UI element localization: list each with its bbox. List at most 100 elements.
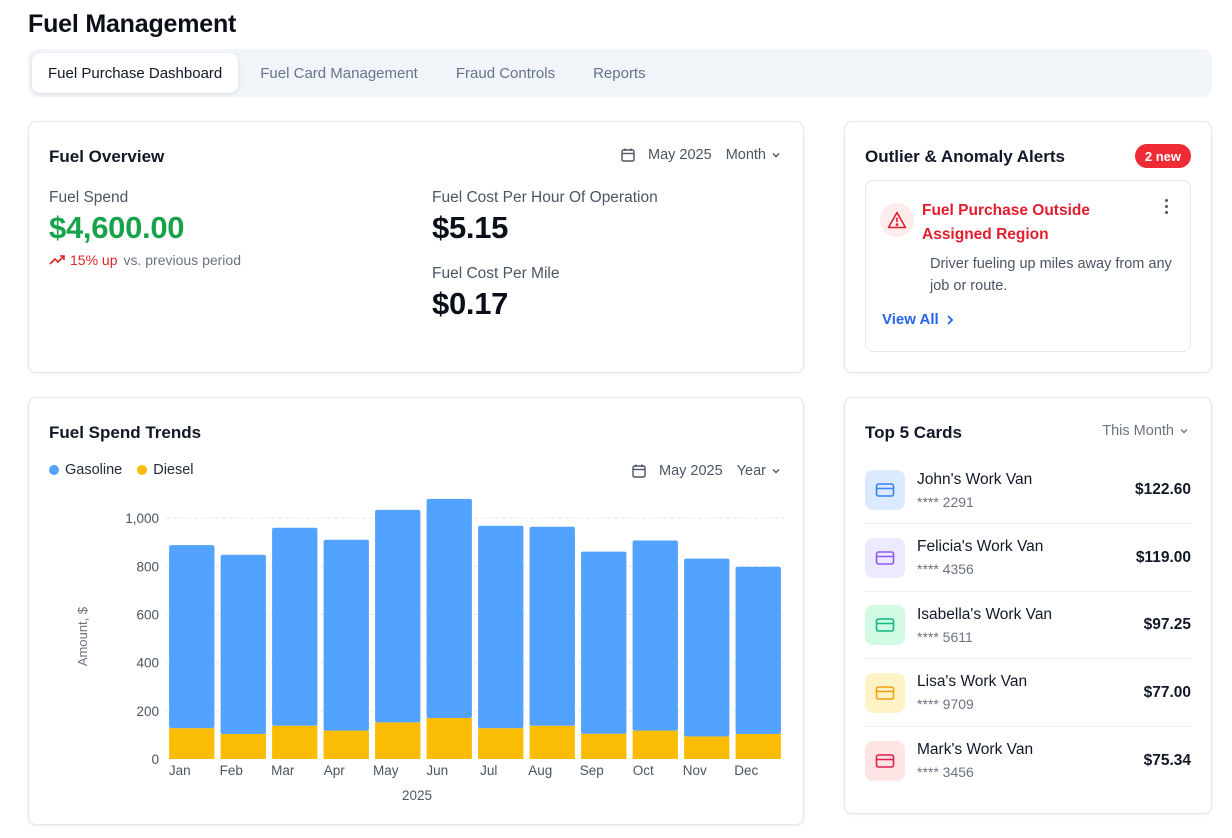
chevron-down-icon [772, 469, 780, 474]
y-tick-label: 400 [136, 656, 159, 671]
card-amount: $77.00 [1143, 683, 1191, 701]
bar-gasoline-jul [478, 525, 524, 729]
x-tick-label: Sep [580, 763, 604, 778]
trends-period-label: Year [736, 463, 766, 479]
card-name: Lisa's Work Van [917, 673, 1028, 690]
calendar-icon [631, 463, 647, 479]
overview-period-label: Month [725, 147, 766, 163]
card-meta: Lisa's Work Van **** 9709 [917, 672, 1144, 713]
card-row[interactable]: John's Work Van **** 2291 $122.60 [865, 457, 1191, 524]
tab-fraud-controls[interactable]: Fraud Controls [455, 64, 556, 82]
legend-item-gasoline[interactable]: Gasoline [49, 462, 122, 478]
x-tick-label: Mar [271, 763, 295, 778]
legend-label-gasoline: Gasoline [65, 462, 123, 478]
trends-date-selector[interactable]: May 2025 Year [631, 463, 781, 479]
card-row[interactable]: Lisa's Work Van **** 9709 $77.00 [865, 660, 1191, 727]
bar-gasoline-jun [426, 498, 472, 719]
legend-item-diesel[interactable]: Diesel [137, 462, 194, 478]
card-amount: $119.00 [1135, 548, 1191, 566]
x-tick-label: May [373, 763, 399, 778]
bar-gasoline-sep [581, 551, 627, 734]
cost-per-hour-value: $5.15 [432, 210, 509, 245]
x-tick-label: Jul [480, 763, 497, 778]
new-alerts-badge: 2 new [1134, 144, 1191, 168]
alerts-card: Outlier & Anomaly Alerts 2 new Fuel Purc… [844, 121, 1212, 373]
chevron-right-icon [947, 314, 953, 325]
credit-card-icon [865, 470, 905, 510]
trends-period-dropdown[interactable]: Year [737, 463, 781, 479]
alert-title: Fuel Purchase Outside Assigned Region [922, 202, 1090, 243]
card-name: Isabella's Work Van [917, 605, 1053, 623]
bar-diesel-sep [581, 733, 627, 759]
trends-date-label: May 2025 [659, 463, 723, 479]
fuel-spend-chart: 0 200 400 600 800 1,000 Amount, $ Jan Feb Mar Apr M… [75, 498, 784, 803]
x-tick-label: Dec [734, 763, 758, 778]
card-number: **** 9709 [917, 696, 974, 712]
legend-label-diesel: Diesel [153, 462, 194, 478]
chart-legend: Gasoline Diesel [49, 462, 209, 478]
bar-gasoline-nov [684, 558, 730, 737]
card-row[interactable]: Mark's Work Van **** 3456 $75.34 [865, 727, 1191, 794]
y-tick-label: 0 [151, 752, 159, 767]
bar-diesel-nov [684, 736, 730, 759]
credit-card-icon [865, 605, 905, 645]
fuel-overview-card: Fuel Overview May 2025 Month Fuel Spend … [28, 121, 804, 373]
bar-gasoline-may [375, 509, 421, 723]
card-number: **** 4356 [917, 561, 974, 577]
x-tick-label: Apr [324, 763, 346, 778]
bar-gasoline-feb [220, 554, 266, 734]
bar-diesel-feb [220, 733, 266, 759]
card-number: **** 5611 [917, 628, 973, 645]
alert-description: Driver fueling up miles away from any jo… [930, 256, 1172, 294]
y-axis-label: Amount, $ [75, 606, 90, 666]
bar-gasoline-oct [632, 540, 678, 731]
card-row[interactable]: Isabella's Work Van **** 5611 $97.25 [865, 592, 1191, 659]
alert-item[interactable]: Fuel Purchase Outside Assigned Region Dr… [865, 180, 1191, 352]
card-number: **** 3456 [917, 764, 974, 780]
card-name: Felicia's Work Van [917, 538, 1044, 555]
cost-per-mile-value: $0.17 [432, 286, 509, 321]
calendar-icon [620, 147, 636, 163]
fuel-overview-title: Fuel Overview [49, 147, 165, 166]
chevron-down-icon [772, 153, 780, 158]
tab-fuel-card-management[interactable]: Fuel Card Management [260, 64, 418, 82]
bar-diesel-aug [529, 725, 575, 759]
bar-diesel-jul [478, 728, 524, 759]
card-number: **** 2291 [917, 493, 974, 510]
cost-per-mile-label: Fuel Cost Per Mile [432, 265, 560, 282]
trend-text: vs. previous period [123, 252, 241, 268]
fuel-spend-trends-card: 0 200 400 600 800 1,000 Amount, $ Jan Feb Mar Apr M… [28, 397, 804, 825]
more-options-icon[interactable] [1160, 197, 1172, 215]
card-name: John's Work Van [917, 470, 1033, 488]
bar-diesel-mar [272, 725, 318, 759]
bar-diesel-oct [632, 730, 678, 759]
tab-fuel-purchase-dashboard[interactable]: Fuel Purchase Dashboard [32, 53, 239, 93]
credit-card-icon [865, 740, 905, 781]
x-tick-label: Feb [220, 763, 243, 778]
credit-card-icon [865, 537, 905, 578]
overview-period-dropdown[interactable]: Month [726, 147, 781, 163]
fuel-spend-trends-title: Fuel Spend Trends [49, 423, 202, 442]
card-name: Mark's Work Van [917, 741, 1034, 758]
card-meta: Felicia's Work Van **** 4356 [917, 537, 1136, 578]
x-tick-label: Jan [169, 763, 191, 778]
bar-gasoline-dec [735, 566, 781, 734]
x-tick-label: Jun [426, 763, 448, 778]
bar-diesel-may [375, 722, 421, 759]
cost-per-hour-label: Fuel Cost Per Hour Of Operation [432, 189, 658, 206]
view-all-link[interactable]: View All [882, 311, 954, 328]
y-tick-label: 600 [136, 607, 159, 622]
overview-date-selector[interactable]: May 2025 Month [620, 147, 781, 163]
bar-gasoline-jan [169, 545, 215, 729]
card-row[interactable]: Felicia's Work Van **** 4356 $119.00 [865, 525, 1191, 592]
card-meta: Isabella's Work Van **** 5611 [917, 605, 1144, 646]
fuel-spend-value: $4,600.00 [49, 210, 185, 245]
y-tick-label: 1,000 [125, 511, 159, 526]
top-cards-period-dropdown[interactable]: This Month [1102, 423, 1189, 439]
fuel-spend-label: Fuel Spend [49, 189, 129, 206]
trend-value: 15% up [70, 252, 118, 268]
bar-gasoline-mar [272, 527, 318, 726]
top-cards-card: Top 5 Cards This Month John's Work Van **… [844, 397, 1212, 814]
tab-reports[interactable]: Reports [593, 64, 646, 82]
card-amount: $75.34 [1143, 751, 1191, 769]
